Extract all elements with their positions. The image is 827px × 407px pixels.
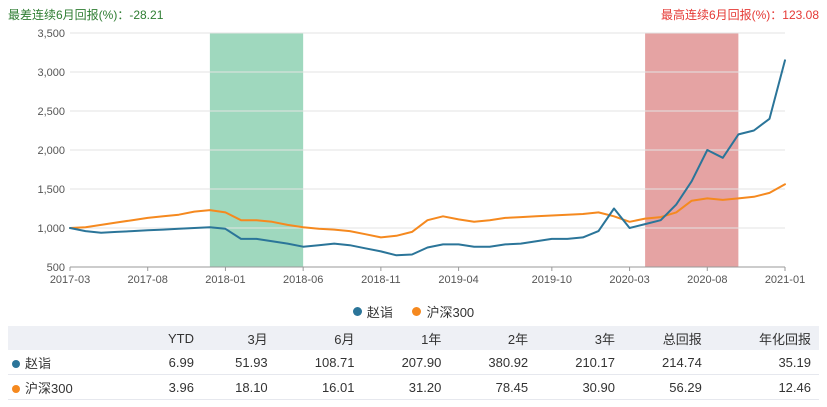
table-header-3m: 3月 xyxy=(201,326,276,350)
table-header-row: YTD 3月 6月 1年 2年 3年 总回报 年化回报 xyxy=(8,326,819,350)
series-dot-index xyxy=(12,385,20,394)
y-tick-label: 3,000 xyxy=(37,67,65,79)
table-cell: 51.93 xyxy=(201,350,276,375)
table-row: 赵诣 6.99 51.93 108.71 207.90 380.92 210.1… xyxy=(8,350,819,375)
x-tick-label: 2017-03 xyxy=(50,274,90,286)
table-cell: 214.74 xyxy=(622,350,710,375)
y-tick-label: 3,500 xyxy=(37,28,65,40)
series-line-fund xyxy=(69,59,786,257)
table-header-6m: 6月 xyxy=(275,326,363,350)
x-tick-label: 2020-08 xyxy=(687,274,727,286)
table-header-2y: 2年 xyxy=(449,326,537,350)
x-tick-label: 2020-03 xyxy=(609,274,649,286)
legend-dot-index xyxy=(412,307,422,316)
table-cell-name: 沪深300 xyxy=(8,374,141,400)
table-cell: 3.96 xyxy=(140,374,202,400)
x-tick-label: 2021-01 xyxy=(765,274,805,286)
legend-item-index[interactable]: 沪深300 xyxy=(412,302,474,321)
series-dot-fund xyxy=(12,360,20,369)
table-cell: 18.10 xyxy=(201,374,276,400)
table-cell: 210.17 xyxy=(536,350,623,375)
chart-legend: 赵诣 沪深300 xyxy=(0,302,827,321)
y-tick-label: 2,000 xyxy=(37,145,65,157)
table-header-ytd: YTD xyxy=(140,326,202,350)
table-cell: 31.20 xyxy=(362,374,450,400)
table-row: 沪深300 3.96 18.10 16.01 31.20 78.45 30.90… xyxy=(8,374,819,400)
legend-label-fund: 赵诣 xyxy=(366,305,393,320)
legend-item-fund[interactable]: 赵诣 xyxy=(352,302,393,321)
table-cell: 16.01 xyxy=(275,374,363,400)
table-header-total: 总回报 xyxy=(622,326,710,350)
x-tick-label: 2019-04 xyxy=(438,274,478,286)
table-header-1y: 1年 xyxy=(362,326,450,350)
table-cell: 380.92 xyxy=(449,350,537,375)
y-tick-label: 1,000 xyxy=(37,223,65,235)
table-cell: 6.99 xyxy=(140,350,202,375)
table-cell: 56.29 xyxy=(622,374,710,400)
table-cell: 35.19 xyxy=(709,350,819,375)
legend-dot-fund xyxy=(352,307,362,316)
table-cell: 78.45 xyxy=(449,374,537,400)
table-cell: 108.71 xyxy=(275,350,363,375)
table-cell: 30.90 xyxy=(536,374,623,400)
table-header-name xyxy=(8,326,141,350)
table-cell: 12.46 xyxy=(709,374,819,400)
y-tick-label: 500 xyxy=(47,262,65,274)
table-cell: 207.90 xyxy=(362,350,450,375)
line-chart: 500 1,000 1,500 2,000 2,500 3,000 3,500 2017-03… xyxy=(37,28,805,286)
x-tick-label: 2018-06 xyxy=(283,274,323,286)
y-tick-label: 2,500 xyxy=(37,106,65,118)
worst-6m-return-label: 最差连续6月回报(%)：-28.21 xyxy=(8,8,164,22)
best-6m-return-label: 最高连续6月回报(%)：123.08 xyxy=(660,8,819,22)
table-header-annual: 年化回报 xyxy=(709,326,819,350)
x-tick-label: 2018-01 xyxy=(205,274,245,286)
table-header-3y: 3年 xyxy=(536,326,623,350)
x-tick-label: 2018-11 xyxy=(361,274,401,286)
y-tick-label: 1,500 xyxy=(37,184,65,196)
table-cell-name: 赵诣 xyxy=(8,350,141,375)
row-name-fund: 赵诣 xyxy=(25,355,52,371)
row-name-index: 沪深300 xyxy=(25,380,73,396)
x-tick-label: 2017-08 xyxy=(128,274,168,286)
returns-table: YTD 3月 6月 1年 2年 3年 总回报 年化回报 赵诣 6.99 51.9… xyxy=(8,326,819,400)
legend-label-index: 沪深300 xyxy=(426,305,475,320)
x-tick-label: 2019-10 xyxy=(532,274,572,286)
